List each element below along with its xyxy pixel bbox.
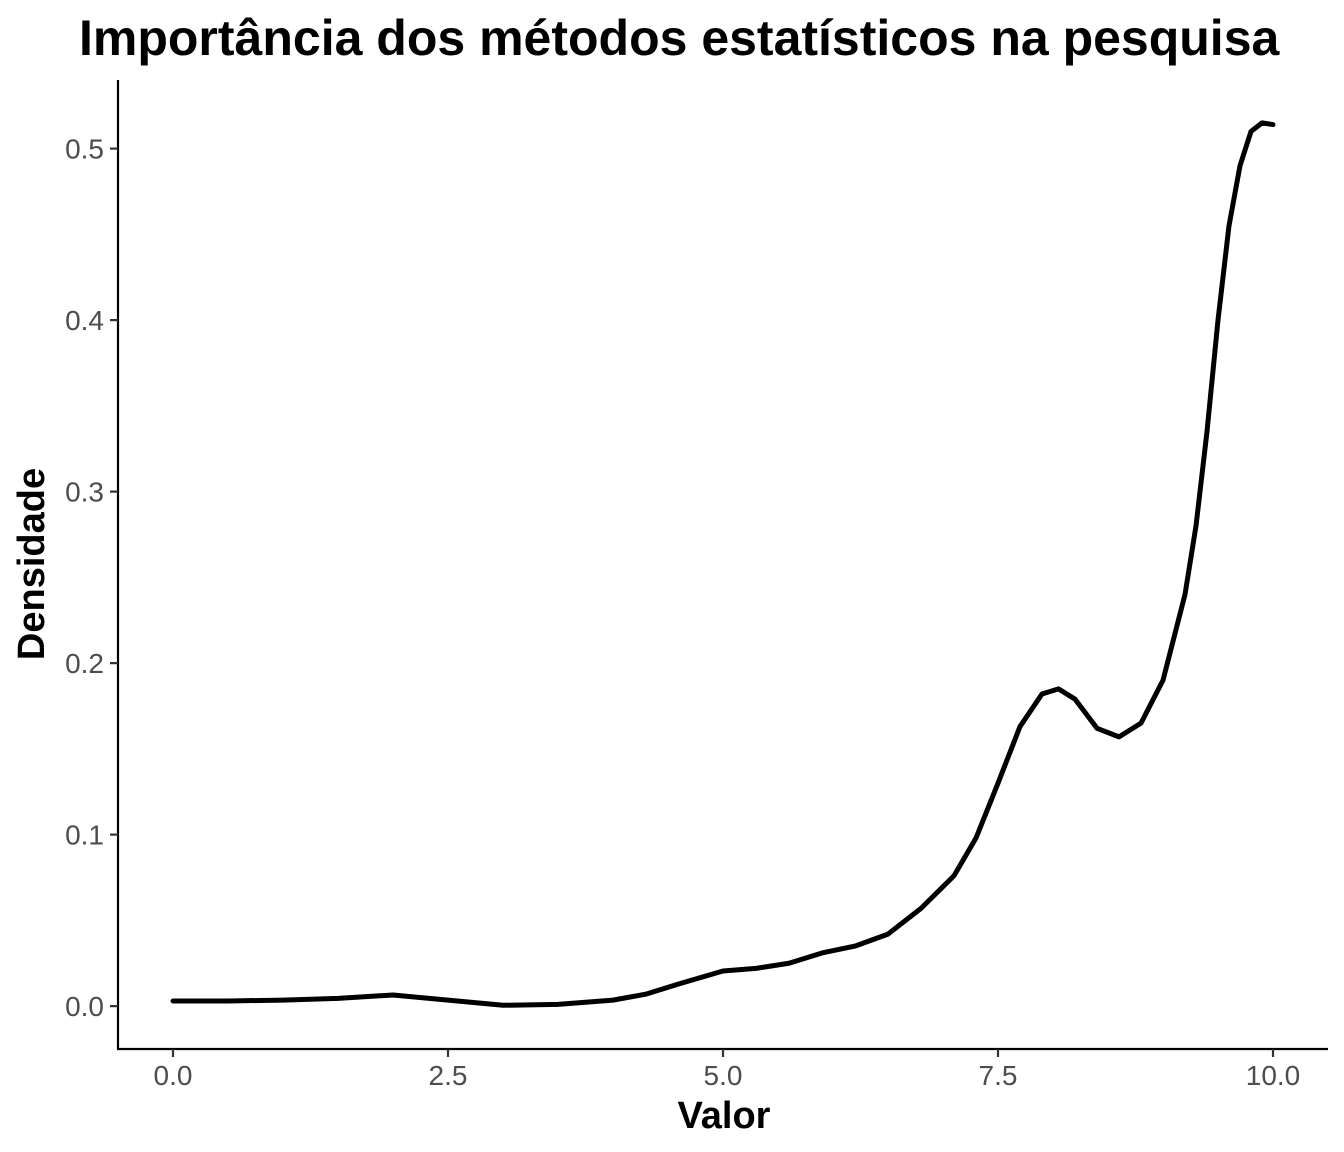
x-axis-title: Valor [678,1095,771,1137]
plot-area [170,120,1276,1008]
y-tick-label: 0.2 [65,648,104,679]
series-line-densidade [170,120,1276,1008]
x-tick-label: 7.5 [979,1060,1018,1091]
y-tick-label: 0.4 [65,305,104,336]
y-tick-label: 0.0 [65,991,104,1022]
y-tick-label: 0.1 [65,820,104,851]
y-axis-title: Densidade [11,468,53,660]
x-axis-ticks: 0.0 2.5 5.0 7.5 10.0 [154,1049,1301,1091]
x-tick-label: 10.0 [1246,1060,1301,1091]
x-tick-label: 2.5 [429,1060,468,1091]
y-tick-label: 0.3 [65,477,104,508]
y-axis-ticks: 0.0 0.1 0.2 0.3 0.4 0.5 [65,134,118,1022]
x-tick-label: 5.0 [704,1060,743,1091]
chart-title: Importância dos métodos estatísticos na … [79,10,1281,66]
y-tick-label: 0.5 [65,134,104,165]
x-tick-label: 0.0 [154,1060,193,1091]
